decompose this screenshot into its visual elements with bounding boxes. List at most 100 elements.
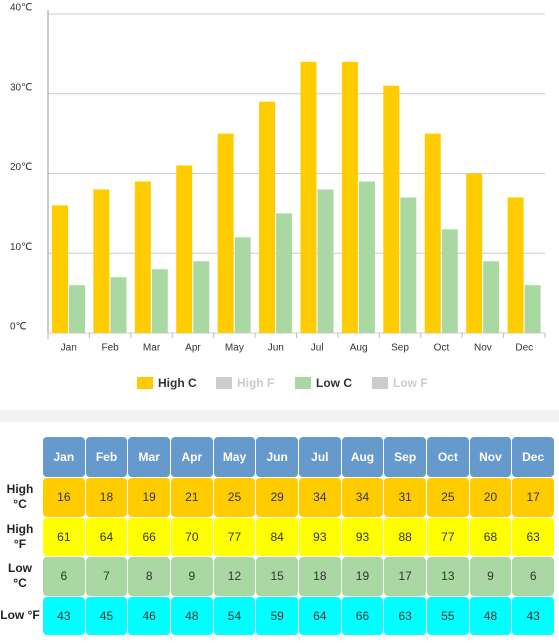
- header-cell: Aug: [341, 437, 384, 477]
- row-label: High °C: [6, 482, 34, 512]
- bar: [358, 181, 375, 333]
- data-cell: 93: [299, 517, 341, 556]
- data-cell: 77: [427, 517, 469, 556]
- legend-label: Low F: [393, 376, 428, 390]
- data-cell: 66: [341, 596, 384, 635]
- data-cell: 68: [469, 517, 512, 556]
- row-label: High °F: [6, 521, 34, 551]
- bar: [383, 85, 400, 334]
- data-cell: 20: [469, 478, 512, 517]
- separator: [0, 410, 559, 422]
- y-tick-label: 0℃: [10, 322, 27, 333]
- data-cell: 31: [384, 478, 426, 517]
- bar: [300, 61, 317, 333]
- data-cell: 16: [43, 478, 85, 517]
- row-label: Low °C: [8, 561, 32, 591]
- legend-swatch: [137, 377, 153, 389]
- y-tick-label: 10℃: [10, 242, 32, 253]
- bar: [176, 165, 193, 333]
- data-cell: 93: [341, 517, 384, 556]
- x-tick-label: Jun: [268, 343, 284, 354]
- data-cell: 84: [256, 517, 298, 556]
- bar: [193, 261, 210, 333]
- data-cell: 70: [171, 517, 213, 556]
- bar: [217, 133, 234, 333]
- x-tick-label: Apr: [185, 343, 201, 354]
- x-tick-label: Jul: [311, 343, 324, 354]
- header-cell: May: [213, 437, 256, 477]
- bar: [234, 237, 251, 333]
- header-cell: Oct: [427, 437, 469, 477]
- data-cell: 6: [43, 557, 85, 596]
- data-cell: 59: [256, 596, 298, 635]
- data-cell: 29: [256, 478, 298, 517]
- legend-label: Low C: [316, 376, 352, 390]
- x-tick-label: Dec: [515, 343, 533, 354]
- data-cell: 55: [427, 596, 469, 635]
- data-cell: 17: [384, 557, 426, 596]
- data-cell: 7: [85, 557, 128, 596]
- x-tick-label: Sep: [391, 343, 409, 354]
- data-cell: 13: [427, 557, 469, 596]
- data-cell: 25: [427, 478, 469, 517]
- bar: [134, 181, 151, 333]
- x-tick-label: Oct: [434, 343, 450, 354]
- data-cell: 6: [512, 557, 554, 596]
- x-tick-label: May: [225, 343, 244, 354]
- x-tick-label: Jan: [61, 343, 77, 354]
- legend-label: High F: [237, 376, 274, 390]
- data-cell: 64: [299, 596, 341, 635]
- data-cell: 61: [43, 517, 85, 556]
- data-cell: 45: [85, 596, 128, 635]
- legend-swatch: [216, 377, 232, 389]
- data-cell: 17: [512, 478, 554, 517]
- x-tick-label: Feb: [102, 343, 120, 354]
- data-cell: 8: [128, 557, 170, 596]
- data-cell: 9: [171, 557, 213, 596]
- data-cell: 63: [384, 596, 426, 635]
- data-cell: 18: [299, 557, 341, 596]
- legend-label: High C: [158, 376, 197, 390]
- bar: [52, 205, 68, 333]
- row-label: Low °F: [0, 608, 40, 623]
- header-cell: Feb: [85, 437, 128, 477]
- data-cell: 9: [469, 557, 512, 596]
- bar: [151, 269, 168, 333]
- data-cell: 34: [341, 478, 384, 517]
- x-tick-label: Aug: [350, 343, 368, 354]
- bar: [110, 277, 127, 333]
- bar: [317, 189, 334, 333]
- table: Jan Feb Mar Apr May Jun Jul Aug Sep Oct Nov Dec High…: [0, 437, 559, 637]
- data-cell: 34: [299, 478, 341, 517]
- data-cell: 43: [512, 596, 554, 635]
- bar: [483, 261, 500, 333]
- bar: [93, 189, 110, 333]
- bar: [69, 285, 85, 333]
- y-tick-label: 40℃: [10, 3, 32, 14]
- data-cell: 48: [469, 596, 512, 635]
- data-cell: 18: [85, 478, 128, 517]
- chart: 0℃ 10℃ 20℃ 30℃ 40℃ Jan Feb Mar Apr May Jun Jul Aug Se…: [10, 3, 546, 390]
- header-cell: Jul: [299, 437, 341, 477]
- header-cell: Jun: [256, 437, 298, 477]
- bar: [341, 61, 358, 333]
- header-cell: Jan: [43, 437, 85, 477]
- data-cell: 77: [213, 517, 256, 556]
- header-cell: Dec: [512, 437, 554, 477]
- header-cell: Apr: [171, 437, 213, 477]
- data-cell: 46: [128, 596, 170, 635]
- data-cell: 19: [341, 557, 384, 596]
- y-tick-label: 30℃: [10, 82, 32, 93]
- data-cell: 25: [213, 478, 256, 517]
- bar: [400, 197, 417, 333]
- data-cell: 43: [43, 596, 85, 635]
- data-cell: 15: [256, 557, 298, 596]
- data-cell: 12: [213, 557, 256, 596]
- data-cell: 48: [171, 596, 213, 635]
- data-cell: 21: [171, 478, 213, 517]
- bar: [524, 285, 541, 333]
- x-tick-label: Nov: [474, 343, 492, 354]
- x-tick-label: Mar: [143, 343, 161, 354]
- data-cell: 63: [512, 517, 554, 556]
